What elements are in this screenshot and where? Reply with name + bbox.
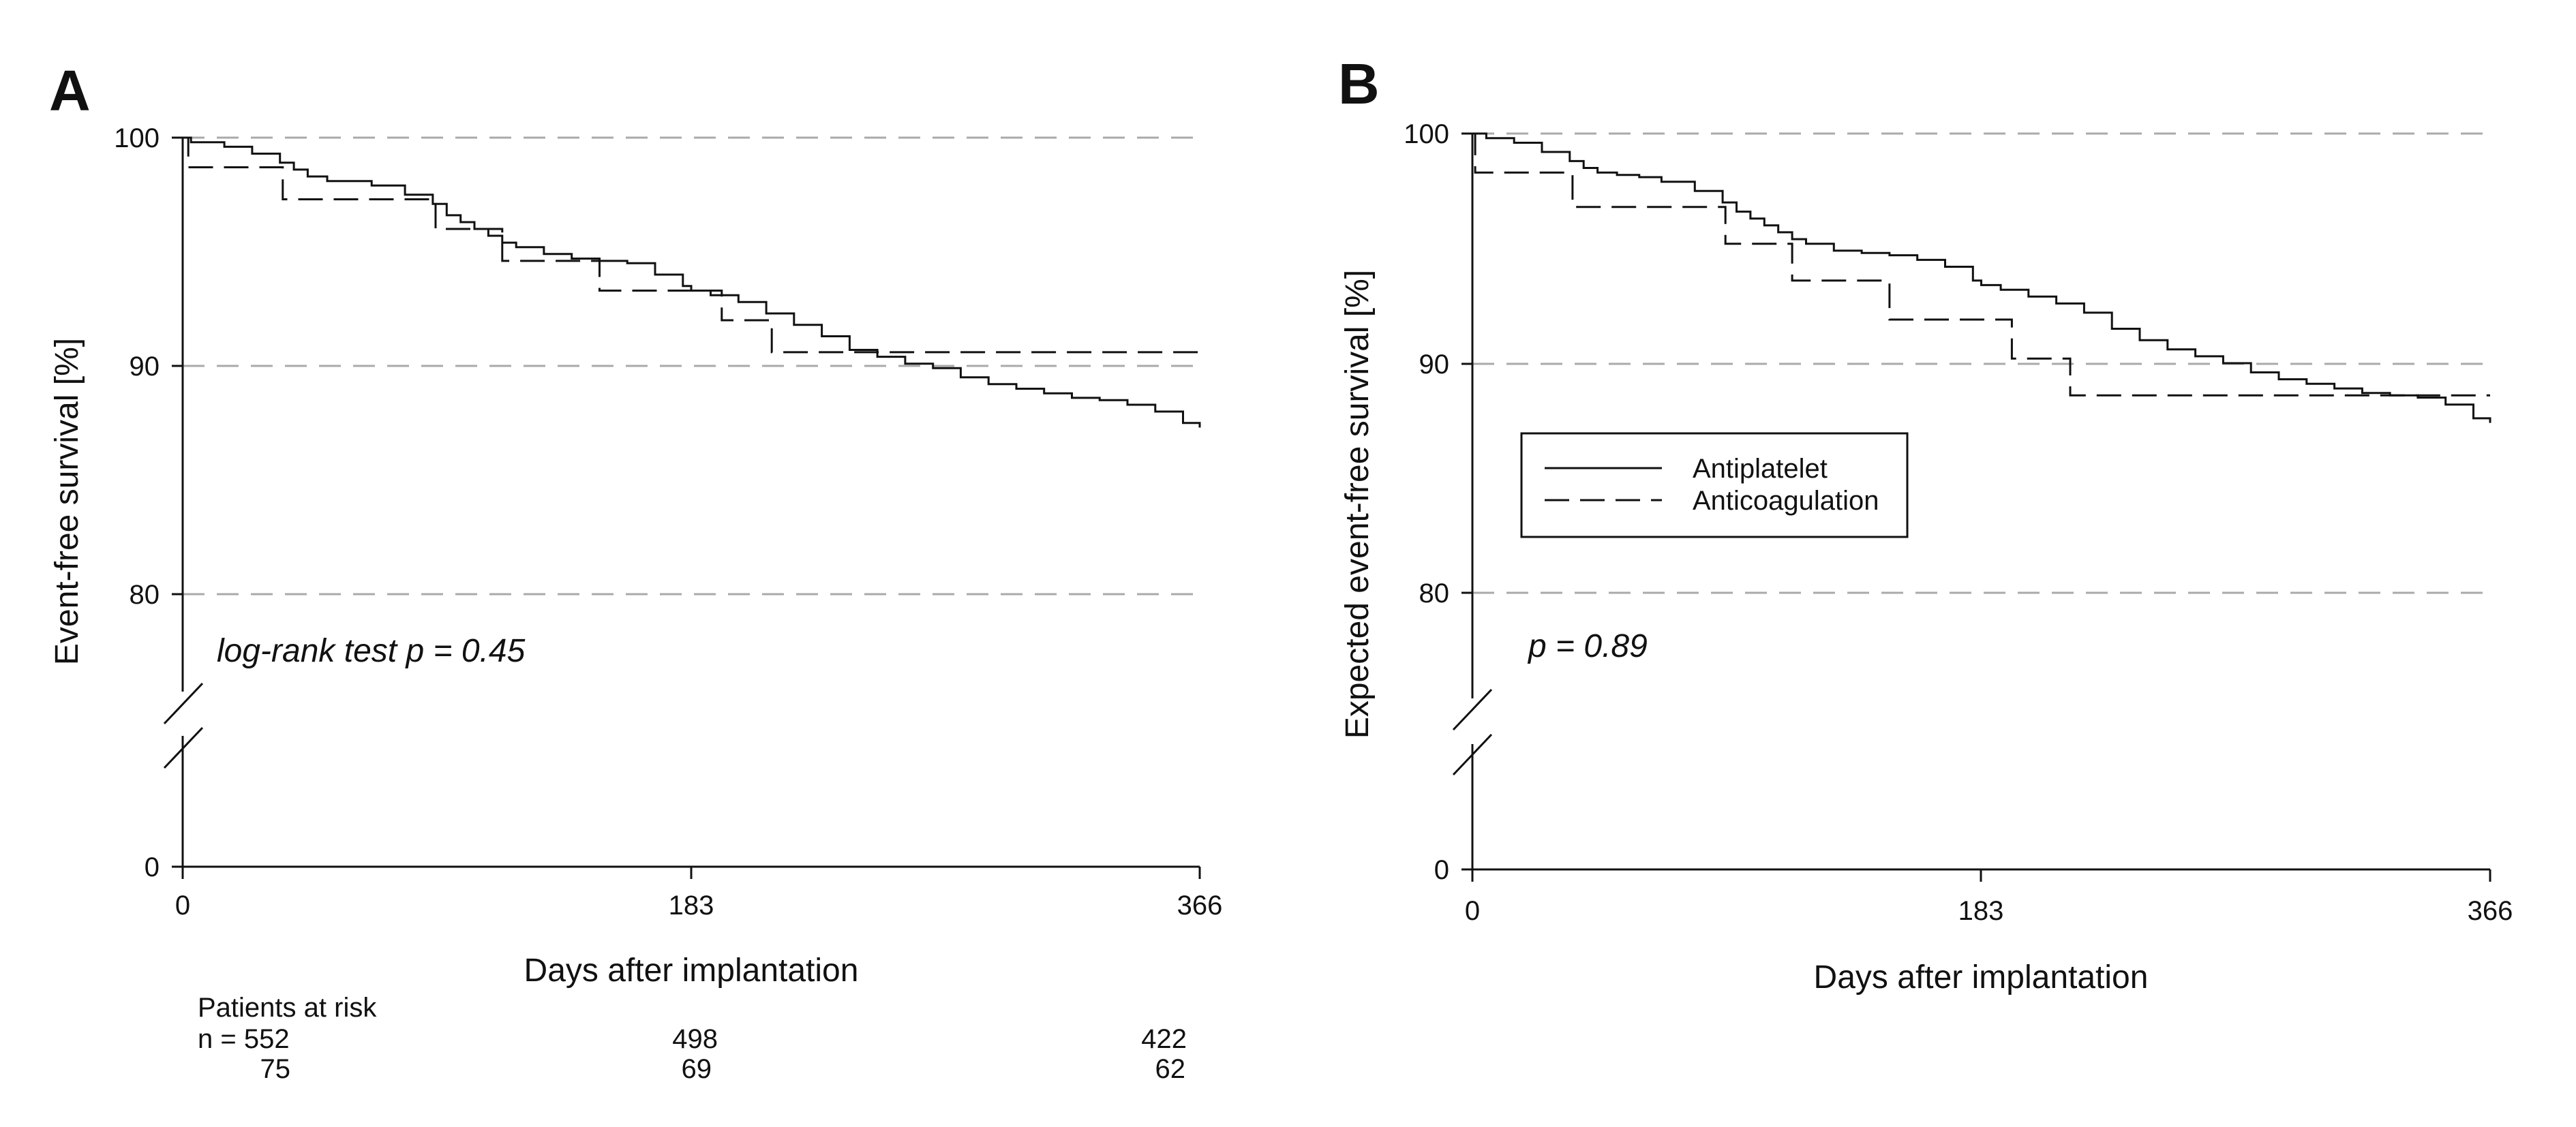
risk-cell: 69 [682,1054,712,1084]
x-tick-label: 366 [2468,896,2513,926]
y-tick-label: 0 [145,852,160,882]
risk-table-title: Patients at risk [198,993,377,1023]
risk-cell: n = 552 [198,1024,290,1054]
x-tick-label: 0 [175,891,190,921]
y-tick-label: 80 [1419,578,1450,608]
panel-a: A 100 90 80 0 0 183 [49,59,1222,1084]
survival-curves [1472,132,2491,423]
axis-break-mark [163,726,204,769]
risk-cell: 75 [260,1054,291,1084]
p-value-annotation: log-rank test p = 0.45 [217,633,526,669]
gridlines [183,136,1200,596]
series-line-antiplatelet [1472,132,2491,423]
legend-label: Antiplatelet [1693,454,1828,484]
x-tick-labels: 0 183 366 [175,891,1223,921]
y-axis-label: Expected event-free survival [%] [1339,270,1376,739]
series-line-anticoagulation [183,136,1200,354]
x-tick-labels: 0 183 366 [1465,896,2513,926]
axis-break-mark [1452,688,1493,731]
axes [1452,132,2491,882]
y-tick-labels: 100 90 80 0 [1404,119,1449,885]
axis-break-mark [163,682,204,725]
x-tick-label: 0 [1465,896,1480,926]
x-axis-label: Days after implantation [524,953,859,989]
x-tick-label: 183 [1958,896,2004,926]
y-tick-label: 90 [130,352,160,382]
risk-cell: 498 [672,1024,718,1054]
y-tick-label: 90 [1419,350,1450,380]
x-tick-label: 183 [669,891,714,921]
axes [163,136,1201,879]
y-tick-label: 100 [114,123,160,153]
panel-letter: A [49,59,91,123]
y-tick-label: 0 [1434,855,1449,885]
risk-cell: 422 [1141,1024,1187,1054]
risk-table: Patients at risk n = 552 498 422 75 69 6… [198,993,1187,1084]
legend-label: Anticoagulation [1693,486,1879,516]
y-tick-label: 100 [1404,119,1449,149]
y-axis-label: Event-free survival [%] [49,338,85,665]
series-line-anticoagulation [1472,132,2490,397]
legend: Antiplatelet Anticoagulation [1520,432,1909,538]
survival-curves [183,136,1201,428]
panel-b: B 100 90 80 0 0 183 [1338,52,2513,995]
panel-letter: B [1338,52,1380,116]
risk-cell: 62 [1155,1054,1186,1084]
y-tick-label: 80 [130,580,160,610]
legend-box [1520,432,1909,538]
p-value-annotation: p = 0.89 [1527,628,1648,664]
x-tick-label: 366 [1177,891,1223,921]
x-axis-label: Days after implantation [1814,959,2149,995]
axis-break-mark [1452,733,1493,776]
series-line-antiplatelet [183,136,1201,428]
y-tick-labels: 100 90 80 0 [114,123,160,882]
